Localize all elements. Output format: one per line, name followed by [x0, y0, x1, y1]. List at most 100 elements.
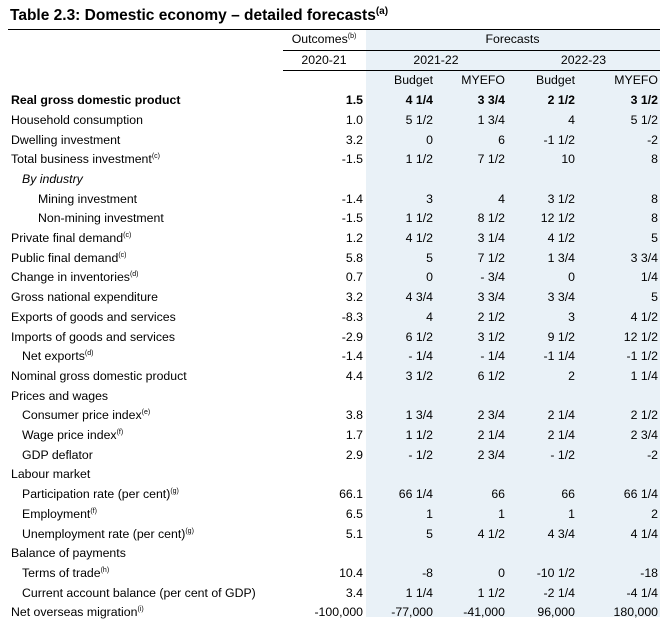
value-cell: 5.8: [345, 250, 363, 265]
budget-header-1: Budget: [394, 73, 433, 88]
value-cell: 3 1/2: [405, 368, 433, 383]
value-cell: 1: [426, 506, 433, 521]
value-cell: 1: [498, 506, 505, 521]
row-label: Non-mining investment: [38, 211, 164, 226]
value-cell: 66 1/4: [398, 487, 433, 502]
value-cell: 6.5: [345, 506, 363, 521]
value-cell: 2 1/4: [547, 428, 575, 443]
title-rule: [8, 29, 660, 30]
value-cell: 4.4: [345, 368, 363, 383]
value-cell: -2 1/4: [543, 585, 575, 600]
value-cell: 4: [568, 112, 575, 127]
value-cell: 3 3/4: [630, 250, 658, 265]
forecast-table: Outcomes(b) Forecasts 2020-21 2021-22 20…: [8, 30, 660, 623]
value-cell: 5: [651, 290, 658, 305]
table-row: Household consumption 1.0 5 1/2 1 3/4 4 5 1/2: [8, 111, 660, 131]
value-cell: 5.1: [345, 526, 363, 541]
value-cell: 66: [491, 487, 505, 502]
row-label: Imports of goods and services: [11, 329, 176, 344]
value-cell: 3: [426, 191, 433, 206]
value-cell: [365, 465, 435, 485]
table-row: Wage price index(f) 1.7 1 1/2 2 1/4 2 1/4 2 3…: [8, 426, 660, 446]
value-cell: 7 1/2: [477, 152, 505, 167]
value-cell: 1.5: [345, 93, 363, 108]
value-cell: 5: [426, 250, 433, 265]
value-cell: 3.2: [345, 290, 363, 305]
value-cell: -1.4: [341, 191, 363, 206]
year-2-header: 2022-23: [507, 50, 660, 72]
myefo-header-2: MYEFO: [614, 73, 658, 88]
value-cell: 2 1/2: [477, 309, 505, 324]
row-label: Consumer price index(e): [22, 408, 151, 423]
table-row: Current account balance (per cent of GDP…: [8, 584, 660, 604]
value-cell: -4 1/4: [626, 585, 658, 600]
row-label: Wage price index(f): [22, 428, 124, 443]
row-label: Employment(f): [22, 506, 97, 521]
value-cell: [577, 544, 660, 564]
value-cell: [365, 544, 435, 564]
table-row: Consumer price index(e) 3.8 1 3/4 2 3/4 2 1/…: [8, 406, 660, 426]
table-row: Terms of trade(h) 10.4 -8 0 -10 1/2 -18: [8, 564, 660, 584]
value-cell: 5 1/2: [630, 112, 658, 127]
value-cell: - 1/4: [408, 349, 433, 364]
table-row: Employment(f) 6.5 1 1 1 2: [8, 505, 660, 525]
value-cell: 2 3/4: [477, 447, 505, 462]
row-label: Participation rate (per cent)(g): [22, 487, 179, 502]
row-label: Private final demand(c): [11, 231, 132, 246]
footnote-marker: (f): [116, 428, 124, 436]
table-row: Non-mining investment -1.5 1 1/2 8 1/2 12 1/…: [8, 209, 660, 229]
value-cell: 4 1/4: [630, 526, 658, 541]
value-cell: -1.4: [341, 349, 363, 364]
value-cell: 3 3/4: [477, 290, 505, 305]
row-label: Prices and wages: [11, 388, 109, 403]
value-cell: 2 1/2: [547, 93, 575, 108]
value-cell: 1 1/4: [630, 368, 658, 383]
value-cell: [577, 465, 660, 485]
table-row: Labour market: [8, 465, 660, 485]
value-cell: 3 1/2: [477, 329, 505, 344]
value-cell: 66.1: [339, 487, 363, 502]
value-cell: [283, 387, 365, 407]
value-cell: 0: [568, 270, 575, 285]
header-row-1: Outcomes(b) Forecasts: [8, 30, 660, 51]
value-cell: [365, 170, 435, 190]
header-row-3: Budget MYEFO Budget MYEFO: [8, 71, 660, 91]
value-cell: 3 1/2: [630, 93, 658, 108]
table-row: Prices and wages: [8, 387, 660, 407]
table-row: Net exports(d) -1.4 - 1/4 - 1/4 -1 1/4 -1 1/2: [8, 347, 660, 367]
value-cell: 0: [498, 565, 505, 580]
value-cell: 4 1/4: [405, 93, 433, 108]
value-cell: 1.7: [345, 428, 363, 443]
budget-header-2: Budget: [536, 73, 575, 88]
value-cell: [507, 465, 577, 485]
value-cell: 4 1/2: [547, 231, 575, 246]
table-row: Change in inventories(d) 0.7 0 - 3/4 0 1/4: [8, 268, 660, 288]
value-cell: 8: [651, 211, 658, 226]
value-cell: 8 1/2: [477, 211, 505, 226]
outcomes-header: Outcomes(b): [283, 30, 365, 51]
value-cell: 1/4: [640, 270, 658, 285]
value-cell: 3.4: [345, 585, 363, 600]
value-cell: 3.8: [345, 408, 363, 423]
value-cell: 0.7: [345, 270, 363, 285]
header-row-2: 2020-21 2021-22 2022-23: [8, 50, 660, 72]
footnote-marker: (h): [100, 566, 110, 574]
myefo-header-1: MYEFO: [461, 73, 505, 88]
value-cell: - 3/4: [480, 270, 505, 285]
footnote-marker: (c): [123, 231, 132, 239]
row-label: By industry: [22, 171, 83, 186]
value-cell: -8: [422, 565, 433, 580]
table-row: Exports of goods and services -8.3 4 2 1/2 3…: [8, 308, 660, 328]
value-cell: 4 3/4: [547, 526, 575, 541]
value-cell: 1 1/2: [477, 585, 505, 600]
value-cell: -2: [647, 132, 658, 147]
value-cell: -1 1/2: [543, 132, 575, 147]
value-cell: 3: [568, 309, 575, 324]
footnote-marker: (g): [170, 488, 179, 496]
value-cell: - 1/2: [408, 447, 433, 462]
year-outcome-header: 2020-21: [283, 50, 365, 72]
value-cell: -2: [647, 447, 658, 462]
footnote-marker: (c): [118, 251, 127, 259]
value-cell: -41,000: [463, 605, 505, 620]
table-row: Unemployment rate (per cent)(g) 5.1 5 4 1/2…: [8, 525, 660, 545]
